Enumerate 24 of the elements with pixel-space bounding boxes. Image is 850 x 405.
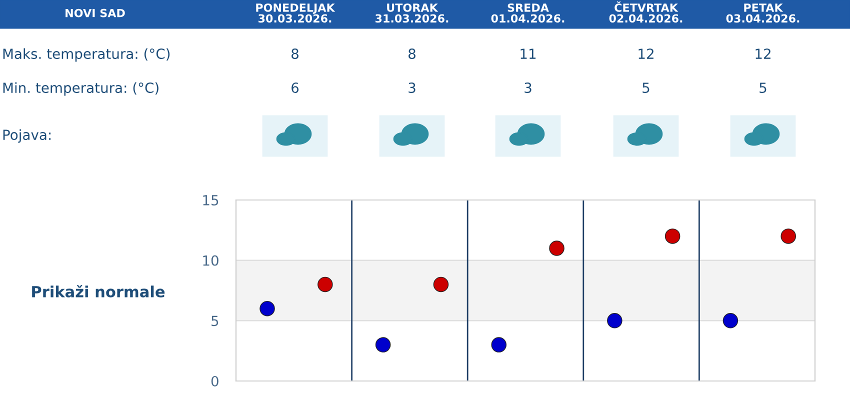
y-tick-label: 10 (203, 255, 218, 266)
category-label: ČETVRTAK 02.04.2026. (609, 1, 682, 23)
data-label: 11 (520, 48, 536, 59)
data-label: 8 (408, 48, 416, 60)
data-label: 3 (524, 82, 532, 94)
text: Pojava: (3, 129, 51, 143)
category-label: PONEDELJAK 30.03.2026. (256, 3, 336, 23)
category-label: SREDA 01.04.2026. (491, 3, 564, 23)
text: Maks. temperatura: (°C) (3, 48, 170, 62)
y-tick-label: 0 (211, 376, 218, 386)
text: Min. temperatura: (°C) (3, 82, 158, 96)
data-label: 5 (760, 82, 766, 94)
y-tick-label: 5 (212, 316, 218, 326)
y-tick-label: 15 (203, 195, 218, 206)
data-label: 8 (292, 48, 298, 60)
data-label: 5 (642, 82, 650, 94)
data-label: 12 (638, 48, 654, 59)
category-label: UTORAK 31.03.2026. (375, 3, 448, 23)
category-label: PETAK 03.04.2026. (726, 4, 800, 23)
text: Prikaži normale (32, 284, 165, 298)
data-label: 12 (756, 48, 770, 59)
data-label: 3 (408, 82, 416, 94)
text: NOVI SAD (66, 8, 125, 18)
data-label: 6 (292, 82, 299, 94)
